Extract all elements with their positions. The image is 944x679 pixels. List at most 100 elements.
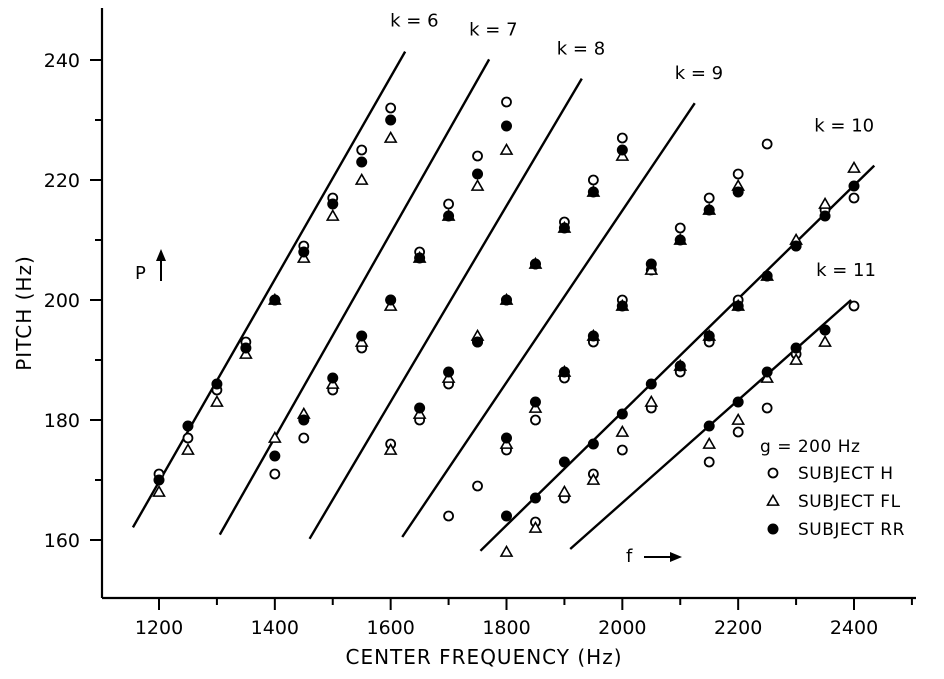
marker-open-circle — [269, 468, 281, 480]
marker-filled-circle — [211, 378, 223, 390]
data-points — [152, 96, 861, 557]
marker-filled-circle — [587, 438, 599, 450]
marker-filled-circle — [356, 156, 368, 168]
marker-open-circle — [616, 132, 628, 144]
marker-filled-circle — [848, 180, 860, 192]
marker-filled-circle — [616, 408, 628, 420]
marker-open-triangle — [818, 334, 832, 347]
marker-open-triangle — [528, 520, 543, 533]
marker-open-circle — [443, 510, 454, 522]
x-tick-label: 1600 — [366, 617, 414, 639]
marker-filled-circle — [501, 120, 512, 132]
marker-open-circle — [587, 174, 599, 186]
y-tick-label: 160 — [44, 530, 80, 552]
marker-filled-circle — [790, 240, 802, 252]
marker-open-triangle — [702, 436, 717, 449]
marker-filled-circle — [790, 342, 802, 354]
marker-open-circle — [443, 198, 454, 210]
axes: 1200 1400 1600 1800 2000 2200 2400 160 180 200 220… — [44, 8, 916, 639]
p-arrow-head — [156, 249, 166, 261]
labels: CENTER FREQUENCY (Hz) PITCH (Hz) k = 6 k = … — [12, 11, 876, 669]
marker-open-triangle — [586, 472, 601, 485]
marker-open-circle — [616, 444, 628, 456]
marker-filled-circle — [501, 432, 512, 444]
marker-filled-circle — [703, 420, 715, 432]
marker-filled-circle — [182, 420, 194, 432]
marker-open-triangle — [210, 394, 224, 407]
marker-filled-circle — [472, 168, 484, 180]
marker-open-triangle — [499, 142, 514, 155]
marker-open-triangle — [615, 424, 630, 437]
marker-filled-circle — [761, 270, 773, 282]
marker-filled-circle — [501, 510, 512, 522]
marker-filled-circle — [703, 330, 715, 342]
marker-filled-circle — [645, 258, 657, 270]
marker-open-circle — [848, 192, 860, 204]
marker-open-triangle — [789, 352, 803, 365]
marker-open-circle — [674, 222, 686, 234]
marker-open-triangle — [470, 178, 485, 191]
marker-open-triangle — [181, 442, 195, 455]
marker-open-circle — [848, 300, 860, 312]
x-tick-label: 1400 — [251, 617, 299, 639]
marker-filled-circle — [298, 246, 310, 258]
marker-filled-circle — [674, 360, 686, 372]
x-tick-label: 2000 — [598, 617, 646, 639]
marker-filled-circle — [587, 186, 599, 198]
marker-filled-circle — [587, 330, 599, 342]
marker-filled-circle — [443, 210, 455, 222]
marker-filled-circle — [558, 222, 570, 234]
marker-filled-circle — [558, 366, 570, 378]
k-label: k = 11 — [816, 260, 876, 281]
marker-filled-circle — [385, 114, 397, 126]
marker-open-triangle — [766, 493, 780, 506]
fit-line — [131, 51, 407, 528]
fit-line — [308, 77, 583, 540]
f-arrow-head — [670, 552, 682, 562]
marker-filled-circle — [472, 336, 484, 348]
marker-open-circle — [298, 432, 310, 444]
marker-open-circle — [182, 432, 194, 444]
marker-filled-circle — [645, 378, 657, 390]
legend-entry-label: SUBJECT RR — [798, 520, 905, 540]
marker-filled-circle — [732, 186, 744, 198]
k-label: k = 6 — [390, 11, 438, 32]
k-label: k = 7 — [469, 19, 517, 40]
k-label: k = 10 — [814, 116, 874, 137]
marker-open-circle — [761, 138, 773, 150]
marker-filled-circle — [414, 252, 426, 264]
x-tick-label: 1800 — [482, 617, 530, 639]
marker-open-triangle — [325, 208, 340, 221]
marker-open-circle — [472, 150, 483, 162]
marker-open-triangle — [847, 160, 861, 173]
x-tick-label: 2200 — [714, 617, 762, 639]
marker-filled-circle — [674, 234, 686, 246]
marker-filled-circle — [529, 258, 541, 270]
marker-open-circle — [732, 168, 744, 180]
x-axis-title: CENTER FREQUENCY (Hz) — [345, 645, 622, 669]
marker-filled-circle — [501, 294, 512, 306]
marker-open-triangle — [152, 484, 166, 497]
y-axis-title: PITCH (Hz) — [12, 255, 36, 371]
legend-title: g = 200 Hz — [760, 437, 860, 457]
k-label: k = 8 — [557, 39, 605, 60]
y-tick-label: 180 — [44, 410, 80, 432]
fit-line — [479, 164, 876, 552]
marker-filled-circle — [385, 294, 397, 306]
marker-open-triangle — [557, 484, 572, 497]
marker-filled-circle — [327, 198, 339, 210]
marker-open-triangle — [731, 412, 746, 425]
marker-open-circle — [761, 402, 773, 414]
marker-open-circle — [385, 102, 397, 114]
marker-filled-circle — [703, 204, 715, 216]
marker-open-triangle — [818, 196, 832, 209]
marker-open-triangle — [267, 430, 282, 443]
marker-filled-circle — [767, 523, 779, 535]
f-arrow-label: f — [626, 546, 633, 567]
marker-filled-circle — [153, 474, 165, 486]
marker-open-circle — [703, 456, 715, 468]
marker-filled-circle — [732, 300, 744, 312]
marker-open-circle — [767, 467, 779, 479]
x-tick-label: 2400 — [830, 617, 878, 639]
